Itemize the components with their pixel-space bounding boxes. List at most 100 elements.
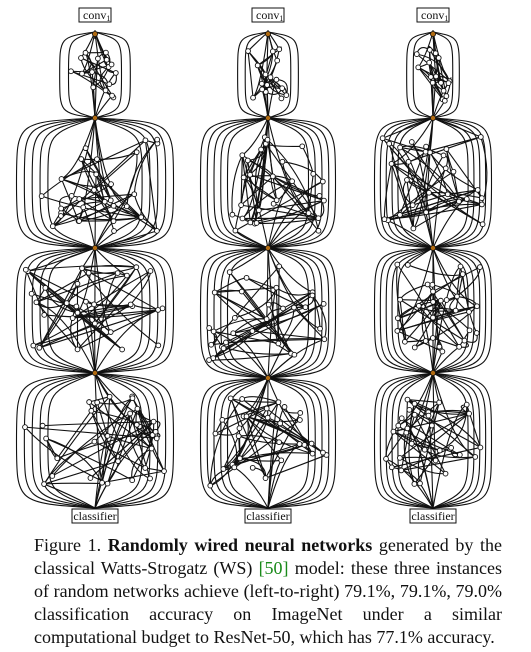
graph-node [207,482,214,489]
network-right: conv1 classifier [373,7,493,524]
graph-node [38,193,45,199]
graph-node [78,156,85,162]
graph-node [433,73,439,80]
graph-node [262,475,269,481]
graph-node [249,464,256,471]
graph-node [240,174,247,181]
graph-node [74,309,81,316]
graph-node [229,211,236,218]
graph-node [49,223,56,230]
graph-node [274,57,281,64]
graph-node [394,315,401,322]
graph-node [106,81,113,88]
graph-node [239,396,245,402]
graph-node [87,475,94,481]
graph-node [42,285,49,291]
stage-hub-node [429,369,436,376]
graph-node [104,433,111,439]
graph-node [275,399,282,406]
graph-node [22,424,28,430]
graph-node [250,94,256,101]
graph-node [54,455,61,462]
graph-node [379,135,386,142]
graph-node [466,308,472,315]
graph-node [432,50,439,57]
graph-node [39,422,46,429]
graph-node [276,439,282,446]
graph-node [270,200,277,207]
caption-reference-link[interactable]: [50] [258,558,289,578]
classifier-label: classifier [411,509,454,523]
graph-node [279,85,285,92]
caption-text-2: model: these three instances of random n… [34,558,503,647]
graph-node [219,416,226,423]
graph-node [80,204,87,211]
stage-hub-node [264,115,271,122]
graph-node [309,450,316,457]
graph-node [276,46,283,53]
graph-node [321,197,327,204]
stage-hub-node [92,244,99,251]
graph-node [297,410,304,416]
graph-node [320,449,326,456]
caption-bold-title: Randomly wired neural networks [107,535,373,555]
graph-node [243,274,250,281]
graph-node [415,302,422,309]
graph-node [223,339,229,346]
graph-node [452,307,459,314]
graph-node [220,345,227,352]
graph-node [477,264,483,270]
graph-node [127,410,133,417]
node-layer [22,30,167,487]
graph-node [411,400,418,407]
graph-node [244,157,251,164]
graph-node [239,215,246,222]
graph-node [119,346,125,353]
graph-node [94,399,101,406]
graph-node [426,47,433,53]
graph-node [296,441,303,447]
graph-node [425,412,432,419]
graph-node [115,458,121,464]
graph-node [258,80,265,87]
graph-node [74,346,81,353]
graph-node [264,136,271,143]
graph-node [211,289,218,296]
graph-node [430,335,436,341]
graph-node [264,82,270,88]
graph-node [309,292,316,299]
graph-node [463,401,470,408]
graph-node [210,328,217,335]
graph-node [440,87,447,94]
graph-node [82,145,89,152]
graph-node [41,312,48,318]
graph-node [422,338,429,344]
graph-node [291,351,298,358]
stage-hub-node [92,115,99,122]
node-layer [379,30,486,487]
graph-node [154,228,160,234]
graph-node [129,477,136,484]
graph-node [58,213,64,219]
graph-node [148,445,155,452]
graph-node [33,299,40,306]
graph-node [411,411,418,418]
graph-node [254,62,261,69]
graph-node [381,216,388,223]
graph-node [43,435,49,442]
graph-node [432,457,439,464]
graph-node [103,56,110,63]
graph-node [245,48,251,54]
graph-node [442,165,449,172]
graph-node [101,198,108,205]
caption-text-1: generated by the classical Watts-Strogat… [34,535,503,578]
graph-node [263,316,270,322]
graph-node [466,327,473,334]
graph-node [429,422,435,429]
graph-node [49,473,56,479]
graph-node [440,152,447,159]
graph-node [404,177,410,183]
graph-node [243,413,250,420]
conv1-input-box: conv1 [251,7,285,23]
graph-node [22,266,29,273]
